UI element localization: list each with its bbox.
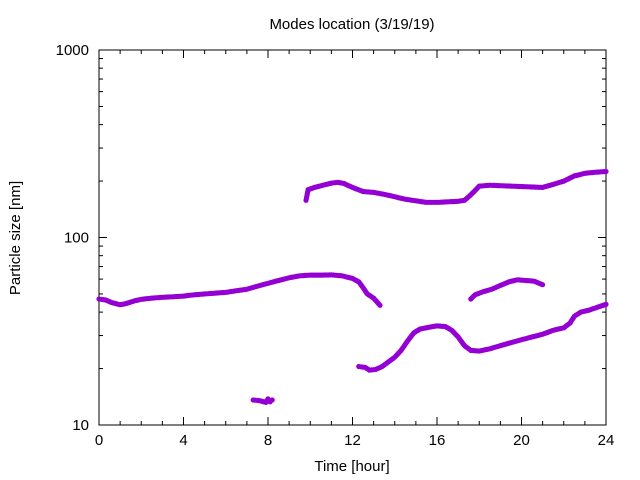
data-point	[603, 301, 609, 307]
plot-frame	[98, 49, 607, 426]
data-points	[96, 168, 609, 405]
axis-ticks	[98, 49, 607, 426]
x-tick-label: 8	[264, 432, 272, 449]
tick-labels: 0 4 8 12 16 20 24 10 100 1000	[56, 42, 615, 449]
chart-title: Modes location (3/19/19)	[269, 16, 434, 33]
data-point	[540, 282, 546, 288]
y-tick-label: 1000	[56, 42, 89, 59]
y-axis-title: Particle size [nm]	[7, 181, 24, 295]
x-tick-label: 12	[344, 432, 361, 449]
y-tick-label: 100	[64, 230, 89, 247]
y-tick-label: 10	[72, 417, 89, 434]
data-point	[377, 302, 383, 308]
data-point	[269, 397, 275, 403]
x-tick-label: 24	[598, 432, 615, 449]
x-axis-title: Time [hour]	[314, 458, 389, 475]
x-tick-label: 20	[513, 432, 530, 449]
x-tick-label: 0	[95, 432, 103, 449]
x-tick-label: 16	[429, 432, 446, 449]
data-point	[603, 168, 609, 175]
x-tick-label: 4	[179, 432, 187, 449]
